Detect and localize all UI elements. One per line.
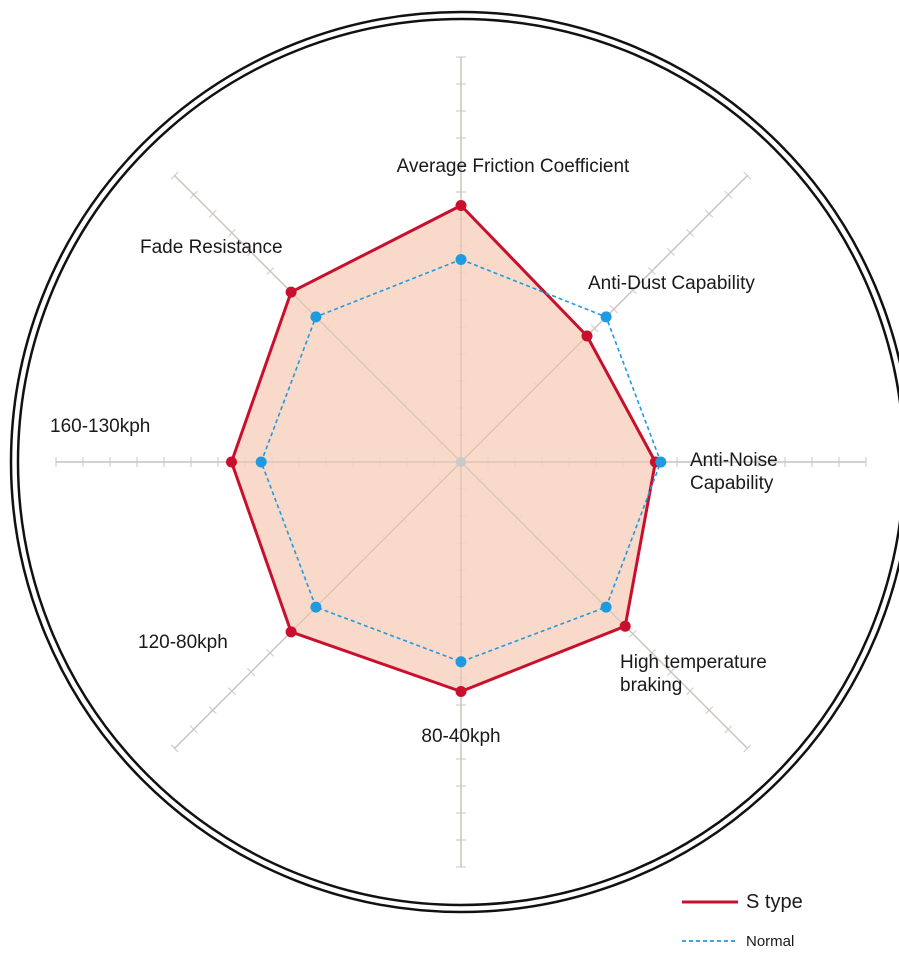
radar-series (56, 57, 866, 867)
axis-label-1: Anti-Dust Capability (588, 273, 755, 294)
axis-label-2-line-1: Capability (690, 473, 774, 494)
radar-center (456, 457, 466, 467)
axis-label-5-line-0: 120-80kph (138, 632, 228, 653)
axis-label-0-line-0: Average Friction Coefficient (397, 156, 630, 177)
series-1-point-7 (310, 311, 322, 323)
legend-label-normal: Normal (746, 933, 794, 950)
series-0-point-6 (226, 456, 237, 468)
series-1-point-1 (600, 311, 612, 323)
axis-label-4-line-0: 80-40kph (421, 726, 500, 747)
axis-label-2: Anti-Noise Capability (690, 450, 778, 494)
axis-label-2-line-0: Anti-Noise (690, 450, 778, 471)
series-0-point-4 (455, 686, 467, 697)
axis-label-3-line-0: High temperature (620, 652, 767, 673)
series-0-point-1 (581, 330, 593, 342)
series-0-point-7 (285, 286, 297, 298)
series-1-point-6 (255, 456, 267, 468)
series-1-point-5 (310, 601, 322, 613)
series-0-point-0 (455, 200, 467, 211)
axis-label-3-line-1: braking (620, 675, 682, 696)
series-1-point-2 (655, 456, 667, 468)
axis-labels: Average Friction Coefficient Anti-Dust Ca… (50, 156, 778, 747)
axis-label-6: 160-130kph (50, 416, 150, 437)
axis-label-1-line-0: Anti-Dust Capability (588, 273, 755, 294)
series-0-point-5 (285, 626, 297, 638)
legend-label-s-type: S type (746, 891, 803, 913)
axis-label-7-line-0: Fade Resistance (140, 237, 283, 258)
axis-label-5: 120-80kph (138, 632, 228, 653)
axis-label-0: Average Friction Coefficient (397, 156, 630, 177)
series-0-point-3 (619, 620, 631, 632)
axis-label-3: High temperature braking (620, 652, 767, 696)
axis-label-4: 80-40kph (421, 726, 500, 747)
series-1-point-0 (455, 254, 467, 265)
series-1-point-3 (600, 601, 612, 613)
legend: S type Normal (682, 891, 803, 950)
axis-label-6-line-0: 160-130kph (50, 416, 150, 437)
axis-label-7: Fade Resistance (140, 237, 283, 258)
outer-ring (9, 10, 899, 914)
series-1-point-4 (455, 656, 467, 668)
inner-ring (16, 17, 899, 907)
